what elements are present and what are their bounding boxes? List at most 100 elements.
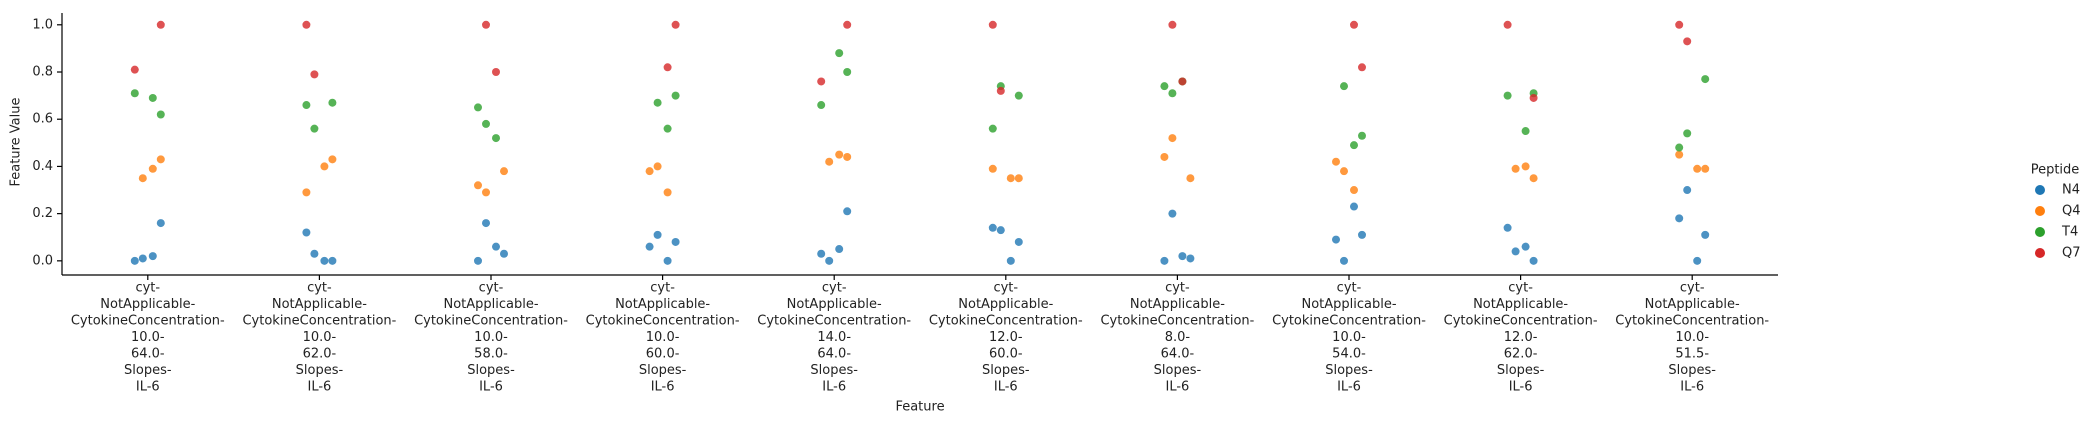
point [988,164,997,173]
x-tick-label: Slopes- [810,363,858,378]
point [1511,247,1520,256]
point [988,223,997,232]
point [1014,91,1023,100]
x-tick-label: cyt- [993,281,1018,296]
legend-marker [2035,185,2045,195]
point [663,124,672,133]
point [492,68,500,77]
point [148,164,157,173]
legend-label: Q7 [2062,246,2081,261]
x-tick-label: CytokineConcentration- [586,314,740,329]
point [148,252,157,261]
y-tick-label: 0.6 [32,112,53,127]
x-tick-label: IL-6 [479,380,503,395]
point [843,68,852,77]
point [130,256,139,265]
point [645,242,654,251]
point [482,119,490,128]
legend-label: T4 [2061,225,2078,240]
point [482,188,490,197]
point [310,124,319,133]
point [1675,143,1684,152]
point [1358,230,1366,239]
point [1014,237,1023,246]
point [1350,20,1358,29]
x-tick-label: 60.0- [989,347,1023,362]
x-tick-label: Slopes- [296,363,344,378]
point [1693,256,1702,265]
x-tick-label: 60.0- [646,347,680,362]
legend-marker [2035,227,2045,237]
point [1168,134,1177,143]
x-tick-label: NotApplicable- [100,297,195,312]
x-tick-label: 10.0- [303,330,337,345]
point [310,249,319,258]
legend-label: Q4 [2062,204,2081,219]
x-tick-label: NotApplicable- [443,297,538,312]
x-tick-label: 62.0- [1504,347,1538,362]
x-tick-label: 8.0- [1165,330,1191,345]
x-tick-label: 10.0- [131,330,165,345]
point [138,254,147,263]
point [1340,167,1348,176]
point [1014,174,1023,183]
point [843,207,852,216]
x-tick-label: 64.0- [131,347,165,362]
point [1503,91,1512,100]
point [663,63,672,72]
x-tick-label: IL-6 [994,380,1018,395]
y-tick-label: 0.0 [32,253,53,268]
point [1168,89,1177,98]
point [1521,162,1530,171]
point [1160,256,1169,265]
point [156,110,165,119]
point [1350,141,1358,150]
point [1683,129,1692,138]
x-tick-label: CytokineConcentration- [757,314,911,329]
x-tick-label: 58.0- [474,347,508,362]
x-tick-label: CytokineConcentration- [1100,314,1254,329]
x-tick-label: CytokineConcentration- [71,314,225,329]
y-tick-label: 0.8 [32,65,53,80]
x-tick-label: cyt- [1165,281,1190,296]
x-tick-label: 12.0- [989,330,1023,345]
point [500,249,508,258]
x-axis-label: Feature [895,400,944,415]
x-tick-label: cyt- [307,281,332,296]
point [1529,256,1538,265]
x-tick-label: Slopes- [639,363,687,378]
point [1521,127,1530,136]
y-tick-label: 0.4 [32,159,53,174]
x-tick-label: NotApplicable- [272,297,367,312]
x-tick-label: Slopes- [1325,363,1373,378]
point [817,101,826,110]
point [156,219,165,228]
x-tick-label: CytokineConcentration- [929,314,1083,329]
x-tick-label: 64.0- [817,347,851,362]
x-tick-label: NotApplicable- [1130,297,1225,312]
point [988,20,997,29]
point [1178,252,1187,261]
point [835,150,844,159]
point [996,86,1005,95]
point [1511,164,1520,173]
point [328,98,337,107]
x-tick-label: IL-6 [1680,380,1704,395]
x-tick-label: IL-6 [651,380,675,395]
point [1160,82,1169,91]
x-tick-label: NotApplicable- [1473,297,1568,312]
y-tick-label: 1.0 [32,17,53,32]
point [302,228,311,237]
point [1178,77,1187,86]
legend-title: Peptide [2031,163,2080,178]
x-tick-label: IL-6 [1165,380,1189,395]
point [1006,256,1015,265]
point [474,256,482,265]
x-tick-label: 62.0- [303,347,337,362]
point [1186,254,1195,263]
point [482,20,490,29]
point [1521,242,1530,251]
point [996,226,1005,235]
point [1503,223,1512,232]
